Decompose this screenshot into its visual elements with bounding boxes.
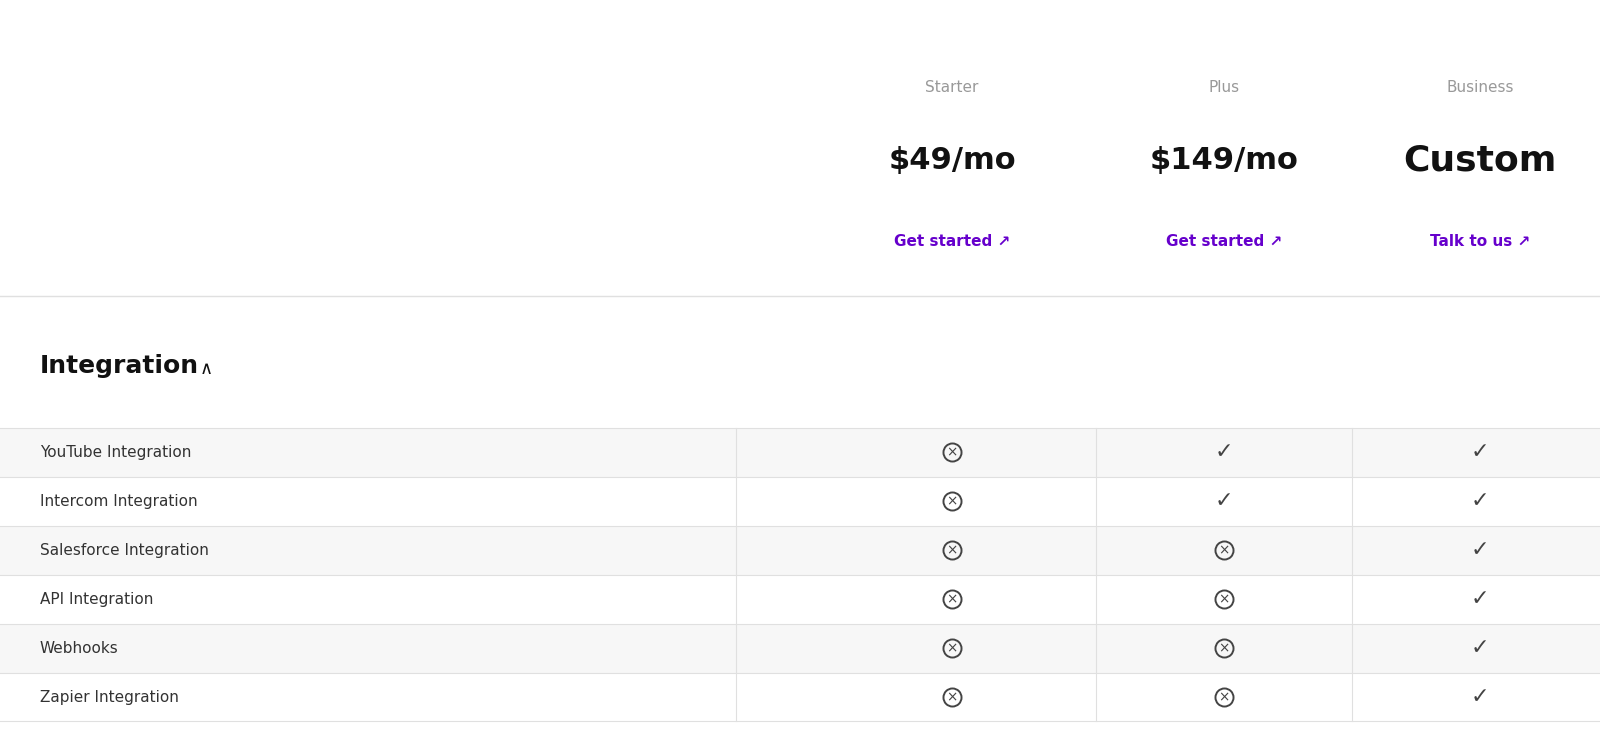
- Text: ×: ×: [946, 543, 958, 557]
- Bar: [0, 624, 1600, 673]
- Text: ×: ×: [1218, 592, 1230, 606]
- Text: ×: ×: [1218, 543, 1230, 557]
- Bar: [0, 526, 1600, 575]
- Text: ✓: ✓: [1214, 442, 1234, 462]
- Text: Webhooks: Webhooks: [40, 640, 118, 656]
- Bar: [0, 575, 1600, 624]
- Bar: [0, 428, 1600, 477]
- Text: ✓: ✓: [1470, 589, 1490, 609]
- Text: ×: ×: [946, 641, 958, 655]
- Text: Plus: Plus: [1208, 80, 1240, 95]
- Text: ✓: ✓: [1470, 687, 1490, 707]
- Text: Zapier Integration: Zapier Integration: [40, 689, 179, 705]
- Text: Intercom Integration: Intercom Integration: [40, 493, 198, 509]
- Text: ×: ×: [946, 690, 958, 704]
- Text: ×: ×: [1218, 690, 1230, 704]
- Bar: [0, 477, 1600, 526]
- Text: ∧: ∧: [200, 360, 213, 378]
- Text: Integration: Integration: [40, 354, 198, 377]
- Text: Get started ↗: Get started ↗: [1166, 234, 1282, 249]
- Text: ✓: ✓: [1214, 491, 1234, 511]
- Text: ×: ×: [946, 445, 958, 459]
- Text: ×: ×: [946, 592, 958, 606]
- Text: Talk to us ↗: Talk to us ↗: [1430, 234, 1530, 249]
- Text: API Integration: API Integration: [40, 591, 154, 607]
- Text: ✓: ✓: [1470, 638, 1490, 658]
- Text: ✓: ✓: [1470, 491, 1490, 511]
- Text: $149/mo: $149/mo: [1149, 146, 1299, 175]
- Text: Business: Business: [1446, 80, 1514, 95]
- Text: $49/mo: $49/mo: [888, 146, 1016, 175]
- Text: Starter: Starter: [925, 80, 979, 95]
- Bar: [0, 673, 1600, 721]
- Text: ✓: ✓: [1470, 442, 1490, 462]
- Text: ×: ×: [946, 494, 958, 508]
- Text: ×: ×: [1218, 641, 1230, 655]
- Text: Custom: Custom: [1403, 144, 1557, 178]
- Text: Salesforce Integration: Salesforce Integration: [40, 542, 210, 558]
- Text: ✓: ✓: [1470, 540, 1490, 560]
- Text: Get started ↗: Get started ↗: [894, 234, 1010, 249]
- Text: YouTube Integration: YouTube Integration: [40, 444, 192, 460]
